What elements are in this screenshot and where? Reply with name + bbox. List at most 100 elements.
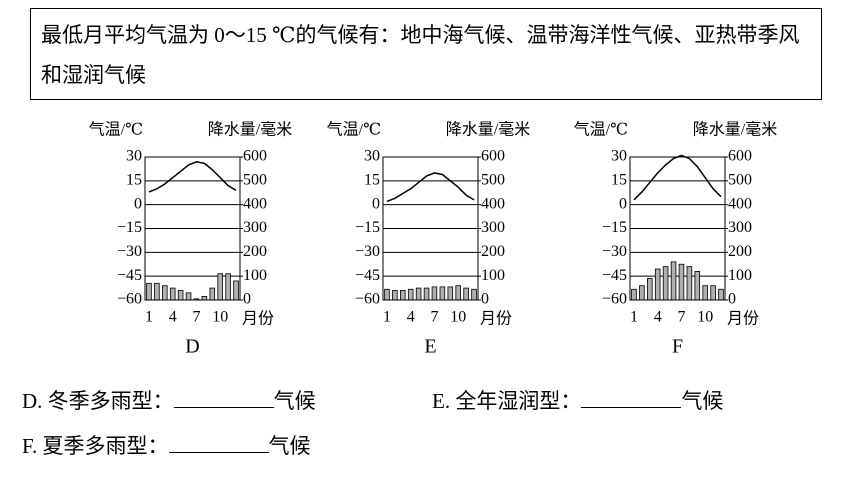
- y2-tick-label: 200: [728, 243, 752, 260]
- y-tick-label: 30: [611, 148, 627, 165]
- y-tick-label: −15: [355, 219, 380, 236]
- x-tick-label: 10: [212, 309, 228, 326]
- bar: [662, 266, 669, 301]
- bar: [407, 288, 414, 301]
- y-tick-label: −30: [117, 243, 142, 260]
- y-axis-label: 气温/℃: [327, 121, 381, 139]
- y2-tick-label: 500: [243, 172, 267, 189]
- question: F. 夏季多雨型： 气候: [22, 430, 311, 460]
- bar: [447, 286, 454, 301]
- y2-tick-label: 600: [728, 148, 752, 165]
- bar: [686, 266, 693, 301]
- y2-tick-label: 0: [728, 291, 736, 308]
- bar: [162, 285, 168, 301]
- y2-tick-label: 500: [481, 172, 505, 189]
- charts: 气温/℃ 降水量/毫米−60−45−30−15015300100200300400…: [89, 120, 778, 358]
- bar: [146, 282, 152, 301]
- bar: [233, 280, 239, 301]
- question: D. 冬季多雨型： 气候: [22, 385, 316, 415]
- x-axis-label: 月份: [480, 310, 512, 328]
- y2-tick-label: 400: [243, 195, 267, 212]
- y-tick-label: 30: [126, 148, 142, 165]
- y2-tick-label: 200: [481, 243, 505, 260]
- y-tick-label: −45: [355, 267, 380, 284]
- info-box: 最低月平均气温为 0～15 ℃的气候有：地中海气候、温带海洋性气候、亚热带季风和…: [30, 8, 822, 100]
- bar: [694, 270, 701, 301]
- plot-frame: [629, 156, 726, 301]
- y-tick-label: 15: [126, 172, 142, 189]
- bar: [209, 287, 216, 301]
- bar: [154, 282, 160, 301]
- blank: [173, 387, 274, 408]
- question-text: 气候: [273, 389, 316, 413]
- y-tick-label: −60: [117, 291, 142, 308]
- bar: [392, 290, 398, 301]
- question-text: 气候: [681, 389, 724, 413]
- bar: [654, 268, 661, 301]
- bar: [225, 273, 231, 301]
- bar: [177, 290, 184, 301]
- bar: [471, 288, 477, 301]
- question-text: F. 夏季多雨型：: [22, 434, 169, 458]
- y-tick-label: −60: [355, 291, 380, 308]
- y2-tick-label: 500: [728, 172, 752, 189]
- question-text: 气候: [268, 434, 311, 458]
- y-tick-label: −45: [117, 267, 142, 284]
- bar: [400, 290, 406, 301]
- y2-tick-label: 100: [481, 267, 505, 284]
- bar: [702, 285, 708, 301]
- bar: [631, 288, 637, 301]
- y-tick-label: 0: [372, 195, 380, 212]
- question: E. 全年湿润型： 气候: [432, 385, 723, 415]
- y-tick-label: −60: [602, 291, 627, 308]
- y2-tick-label: 600: [481, 148, 505, 165]
- y2-axis-label: 降水量/毫米: [693, 120, 777, 139]
- y-tick-label: 0: [134, 195, 142, 212]
- blank: [168, 432, 269, 453]
- y-tick-label: 15: [364, 172, 380, 189]
- chart-label: F: [672, 336, 683, 358]
- bar: [639, 285, 645, 301]
- bar: [670, 261, 677, 301]
- y-tick-label: 0: [619, 195, 627, 212]
- x-tick-label: 4: [407, 309, 415, 326]
- bar: [384, 288, 390, 301]
- y-tick-label: −45: [602, 267, 627, 284]
- x-axis-label: 月份: [242, 310, 274, 328]
- y2-tick-label: 400: [728, 195, 752, 212]
- y2-tick-label: 600: [243, 148, 267, 165]
- bar: [217, 273, 223, 301]
- bar: [718, 288, 724, 301]
- chart-label: D: [185, 336, 199, 358]
- y2-axis-label: 降水量/毫米: [446, 120, 530, 139]
- y2-tick-label: 0: [481, 291, 489, 308]
- bar: [415, 287, 422, 301]
- bar: [678, 263, 685, 301]
- y2-tick-label: 400: [481, 195, 505, 212]
- x-tick-label: 4: [169, 309, 177, 326]
- bar: [201, 296, 208, 301]
- y2-tick-label: 300: [481, 219, 505, 236]
- x-tick-label: 1: [383, 309, 391, 326]
- bar: [423, 287, 430, 301]
- temperature-line: [386, 172, 475, 203]
- temperature-line: [633, 154, 722, 201]
- x-tick-label: 7: [677, 309, 685, 326]
- y2-tick-label: 300: [728, 219, 752, 236]
- y-axis-label: 气温/℃: [574, 121, 628, 139]
- y-tick-label: −30: [355, 243, 380, 260]
- plot-frame: [144, 156, 241, 301]
- x-tick-label: 7: [192, 309, 200, 326]
- x-tick-label: 1: [145, 309, 153, 326]
- y-tick-label: 30: [364, 148, 380, 165]
- y2-tick-label: 0: [243, 291, 251, 308]
- y2-axis-label: 降水量/毫米: [208, 120, 292, 139]
- blank: [581, 387, 682, 408]
- x-tick-label: 1: [630, 309, 638, 326]
- bar: [463, 287, 469, 301]
- y2-tick-label: 100: [243, 267, 267, 284]
- x-tick-label: 4: [654, 309, 662, 326]
- bar: [185, 292, 192, 301]
- question-text: E. 全年湿润型：: [432, 389, 582, 413]
